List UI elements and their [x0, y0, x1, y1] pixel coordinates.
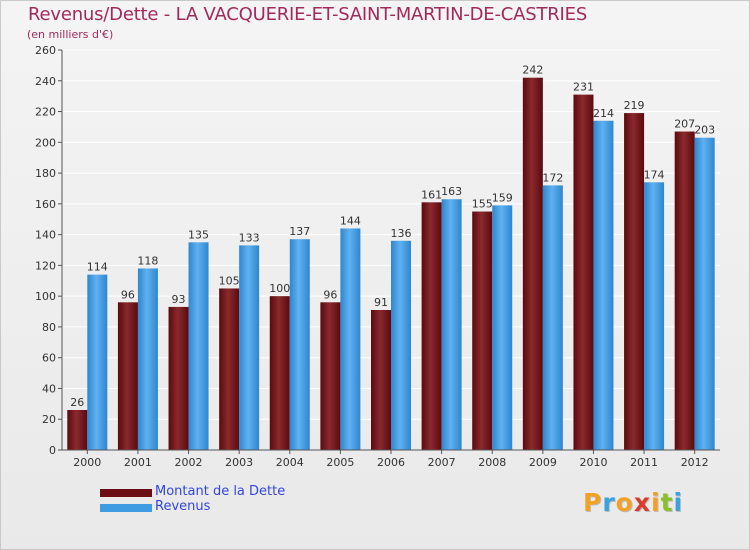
bar-revenus	[542, 185, 563, 450]
data-label-dette: 96	[323, 288, 337, 301]
bar-revenus	[289, 239, 310, 450]
y-tick-label: 0	[49, 444, 56, 457]
data-label-dette: 93	[172, 293, 186, 306]
x-tick-label: 2004	[276, 456, 304, 469]
x-tick-label: 2005	[326, 456, 354, 469]
x-tick-label: 2001	[124, 456, 152, 469]
legend-label-dette: Montant de la Dette	[155, 484, 286, 499]
bar-revenus	[188, 242, 209, 450]
chart-subtitle: (en milliers d'€)	[27, 28, 114, 41]
y-tick-label: 60	[42, 352, 56, 365]
bar-revenus	[391, 240, 411, 450]
bar-dette	[117, 302, 138, 450]
data-label-revenus: 144	[340, 214, 361, 227]
data-label-revenus: 174	[644, 168, 665, 181]
legend-label-revenus: Revenus	[155, 499, 211, 514]
bar-revenus	[593, 120, 614, 451]
bar-revenus	[492, 205, 513, 450]
bar-dette	[269, 296, 290, 450]
data-label-revenus: 214	[593, 107, 614, 120]
data-label-dette: 231	[573, 81, 594, 94]
legend-swatch-revenus	[100, 504, 152, 512]
axes: 0 20 40 60 80 100 120 140 160 180 200 220 240 260 2000…	[35, 44, 720, 469]
data-label-revenus: 114	[87, 261, 108, 274]
data-label-dette: 100	[269, 282, 290, 295]
logo-letter: i	[673, 488, 684, 517]
logo-letter: P	[583, 488, 603, 517]
bar-revenus	[340, 228, 361, 450]
bar-dette	[67, 410, 88, 450]
bars	[67, 77, 715, 451]
bar-revenus	[87, 274, 108, 450]
bar-revenus	[239, 245, 260, 450]
y-tick-label: 40	[42, 382, 56, 395]
y-tick-label: 260	[35, 44, 56, 57]
y-tick-label: 220	[35, 106, 56, 119]
logo-letter: o	[615, 488, 634, 517]
logo-letter: i	[651, 488, 661, 517]
data-label-dette: 26	[70, 396, 84, 409]
data-label-revenus: 136	[391, 227, 412, 240]
data-label-revenus: 135	[188, 228, 209, 241]
x-tick-label: 2007	[428, 456, 456, 469]
bar-dette	[674, 131, 695, 451]
data-label-dette: 155	[472, 198, 493, 211]
x-tick-label: 2006	[377, 456, 405, 469]
bar-revenus	[644, 182, 665, 451]
bar-dette	[421, 202, 442, 450]
logo-letter: r	[602, 488, 616, 517]
data-label-revenus: 133	[239, 231, 260, 244]
value-labels: 26 114 96 118 93 135 105 133 100 137 96 144 91 136 161…	[70, 64, 715, 409]
proxiti-logo: Proxiti	[583, 488, 683, 517]
data-label-dette: 242	[522, 64, 543, 77]
bar-dette	[472, 211, 493, 450]
bar-revenus	[137, 268, 158, 450]
bar-dette	[168, 306, 189, 450]
y-tick-label: 20	[42, 413, 56, 426]
data-label-dette: 207	[674, 118, 695, 131]
data-label-revenus: 137	[289, 225, 310, 238]
data-label-dette: 219	[624, 99, 645, 112]
bar-dette	[219, 288, 240, 450]
data-label-revenus: 203	[694, 124, 715, 137]
bar-revenus	[441, 199, 462, 450]
x-tick-label: 2009	[529, 456, 557, 469]
data-label-revenus: 163	[441, 185, 462, 198]
x-tick-label: 2010	[579, 456, 607, 469]
y-tick-label: 180	[35, 167, 56, 180]
data-label-dette: 91	[374, 296, 388, 309]
logo-letter: t	[660, 488, 674, 517]
data-label-dette: 161	[421, 188, 442, 201]
y-tick-label: 160	[35, 198, 56, 211]
bar-dette	[522, 77, 543, 450]
x-tick-label: 2011	[630, 456, 658, 469]
bar-dette	[320, 302, 341, 450]
y-tick-label: 140	[35, 229, 56, 242]
x-tick-label: 2012	[681, 456, 709, 469]
bar-revenus	[694, 137, 715, 450]
x-tick-label: 2008	[478, 456, 506, 469]
logo-letter: x	[633, 488, 651, 517]
data-label-revenus: 172	[542, 171, 563, 184]
x-tick-label: 2003	[225, 456, 253, 469]
data-label-revenus: 159	[492, 191, 513, 204]
data-label-dette: 96	[121, 288, 135, 301]
x-tick-label: 2000	[73, 456, 101, 469]
bar-dette	[573, 94, 594, 450]
legend-swatch-dette	[100, 489, 152, 497]
x-tick-label: 2002	[175, 456, 203, 469]
chart-title: Revenus/Dette - LA VACQUERIE-ET-SAINT-MA…	[28, 4, 588, 25]
y-tick-label: 80	[42, 321, 56, 334]
y-tick-label: 240	[35, 75, 56, 88]
bar-dette	[624, 113, 645, 451]
y-tick-label: 200	[35, 136, 56, 149]
y-tick-label: 100	[35, 290, 56, 303]
bar-dette	[371, 310, 391, 450]
data-label-revenus: 118	[137, 254, 158, 267]
y-tick-label: 120	[35, 259, 56, 272]
data-label-dette: 105	[219, 274, 240, 287]
